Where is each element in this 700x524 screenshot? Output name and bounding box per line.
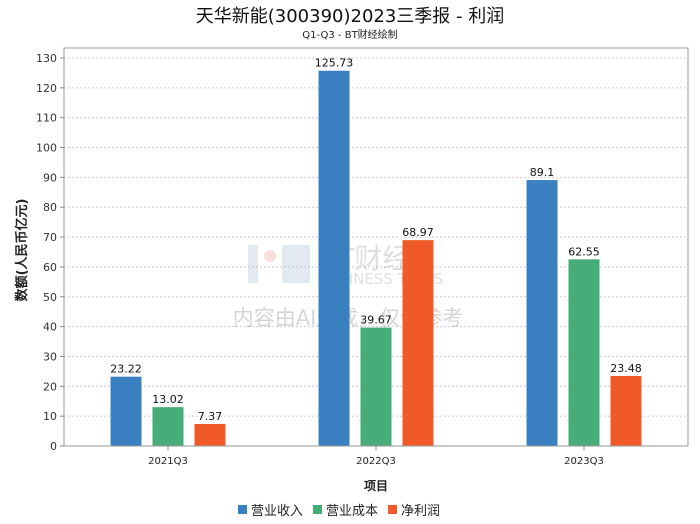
data-label: 89.1 xyxy=(530,166,555,179)
bar-2021Q3-2 xyxy=(194,424,226,446)
chart-title: 天华新能(300390)2023三季报 - 利润 xyxy=(196,6,505,27)
data-label: 7.37 xyxy=(198,410,223,423)
legend: 营业收入 营业成本 净利润 xyxy=(238,504,440,519)
y-tick-label: 120 xyxy=(36,82,57,95)
y-tick-label: 80 xyxy=(43,201,57,214)
legend-swatch xyxy=(238,505,247,514)
data-label: 125.73 xyxy=(315,57,354,70)
legend-label: 营业收入 xyxy=(251,504,303,519)
y-tick-label: 50 xyxy=(43,291,57,304)
bar-2023Q3-0 xyxy=(526,180,558,446)
y-tick-label: 10 xyxy=(43,410,57,423)
y-tick-label: 20 xyxy=(43,380,57,393)
bar-2022Q3-1 xyxy=(360,327,392,446)
grid-lines xyxy=(64,57,688,417)
chart-subtitle: Q1-Q3 - BT财经绘制 xyxy=(302,28,397,41)
data-label: 23.22 xyxy=(110,363,142,376)
legend-label: 净利润 xyxy=(401,504,440,519)
bar-2022Q3-0 xyxy=(318,70,350,446)
data-label: 39.67 xyxy=(360,314,392,327)
bar-2023Q3-1 xyxy=(568,259,600,446)
y-tick-label: 100 xyxy=(36,142,57,155)
data-label: 13.02 xyxy=(152,393,184,406)
y-tick-label: 0 xyxy=(50,440,57,453)
legend-swatch xyxy=(313,505,322,514)
data-label: 23.48 xyxy=(610,362,642,375)
x-axis-label: 项目 xyxy=(364,479,388,493)
data-label: 62.55 xyxy=(568,245,600,258)
bar-2021Q3-1 xyxy=(152,407,184,446)
y-axis-label: 数额(人民币亿元) xyxy=(14,199,30,302)
y-tick-label: 70 xyxy=(43,231,57,244)
axes: 0 10 20 30 40 50 60 70 80 90 100 110 120 130 2021Q3 202… xyxy=(36,47,689,467)
legend-label: 营业成本 xyxy=(326,504,378,519)
y-tick-label: 110 xyxy=(36,112,57,125)
x-tick-label: 2022Q3 xyxy=(356,456,396,467)
y-tick-label: 130 xyxy=(36,52,57,65)
legend-swatch xyxy=(388,505,397,514)
x-tick-label: 2021Q3 xyxy=(148,456,188,467)
y-tick-label: 30 xyxy=(43,350,57,363)
data-label: 68.97 xyxy=(402,226,434,239)
bar-2021Q3-0 xyxy=(110,376,142,446)
y-tick-label: 40 xyxy=(43,321,57,334)
y-tick-label: 90 xyxy=(43,171,57,184)
bar-2022Q3-2 xyxy=(402,240,434,446)
x-tick-label: 2023Q3 xyxy=(564,456,604,467)
bar-2023Q3-2 xyxy=(610,375,642,446)
y-tick-label: 60 xyxy=(43,261,57,274)
bars: 23.22 13.02 7.37 125.73 39.67 68.97 89.1 62.55 2… xyxy=(110,57,642,446)
